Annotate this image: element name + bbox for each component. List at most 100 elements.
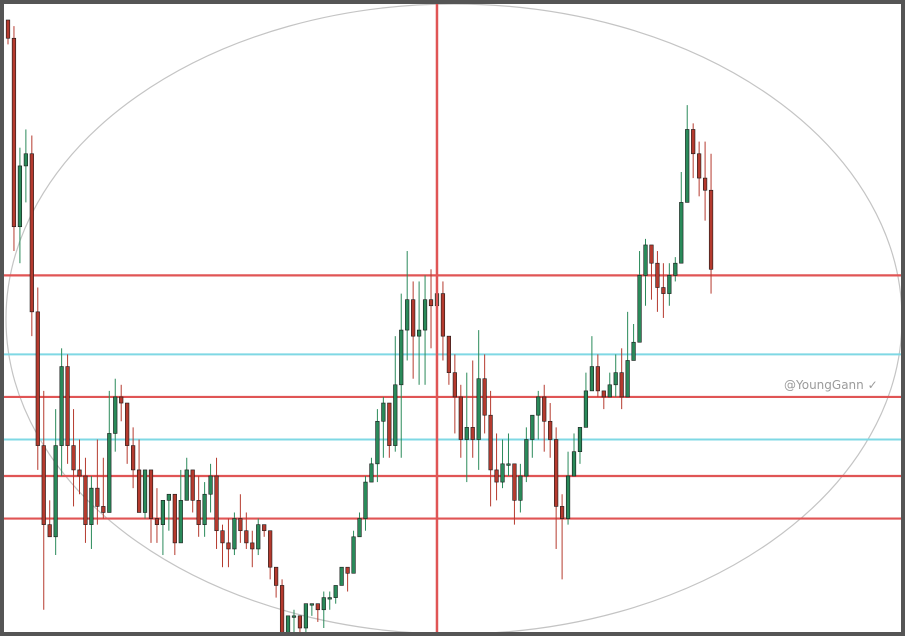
candle	[482, 354, 487, 434]
candle	[35, 287, 40, 470]
candle	[351, 530, 356, 574]
candle-body	[309, 603, 314, 606]
candle	[160, 500, 166, 556]
candle-body	[488, 414, 493, 471]
candle-body	[238, 518, 243, 532]
candle-body	[601, 390, 606, 398]
candle	[506, 433, 511, 476]
candle-body	[685, 129, 690, 203]
candle	[113, 378, 118, 452]
candle-body	[107, 433, 112, 513]
candle-body	[554, 439, 559, 507]
candle-body	[482, 378, 487, 416]
candle-body	[303, 603, 309, 629]
candle	[607, 372, 612, 398]
candle-body	[595, 366, 600, 392]
candle-body	[113, 396, 118, 434]
candle	[357, 512, 362, 538]
candle-body	[417, 329, 422, 337]
candle-body	[649, 244, 654, 264]
candle	[601, 390, 606, 410]
candle-body	[154, 518, 160, 525]
candle	[488, 390, 493, 507]
candle	[309, 603, 314, 616]
candle	[518, 463, 523, 513]
candle-body	[131, 445, 136, 471]
candle	[548, 403, 553, 458]
candle-body	[71, 445, 76, 471]
candle	[327, 591, 332, 610]
candle	[691, 123, 696, 179]
candle-body	[464, 427, 469, 440]
candle	[232, 512, 237, 556]
candle-body	[381, 402, 386, 422]
candle-body	[136, 469, 142, 513]
candle	[565, 451, 571, 525]
candle-body	[202, 493, 207, 525]
candle	[41, 390, 46, 610]
candle-body	[571, 451, 577, 477]
candle-body	[11, 37, 17, 228]
candle-body	[589, 366, 594, 392]
candle-body	[512, 463, 517, 501]
candle	[667, 263, 672, 306]
candle	[619, 348, 624, 410]
candle-body	[53, 445, 58, 538]
candle	[29, 135, 34, 337]
candle-body	[446, 335, 451, 373]
candle	[291, 609, 297, 636]
candle-body	[327, 597, 332, 600]
candle	[208, 463, 213, 513]
candle	[631, 324, 636, 361]
candle-body	[506, 463, 511, 466]
candle-body	[470, 427, 475, 440]
candle-body	[399, 329, 404, 386]
candle-body	[190, 469, 195, 501]
candle-body	[125, 402, 130, 446]
candle-body	[637, 275, 642, 343]
candle-body	[625, 360, 630, 398]
candle	[71, 409, 76, 507]
candle-body	[661, 287, 666, 294]
candle	[17, 147, 23, 264]
candle	[571, 433, 577, 477]
candle	[125, 402, 130, 464]
candle-body	[577, 427, 583, 452]
candle	[238, 494, 243, 543]
candle	[417, 281, 422, 385]
candle	[65, 354, 70, 464]
candle	[494, 433, 499, 501]
candle-body	[256, 524, 261, 550]
candle-body	[232, 518, 237, 550]
candle-body	[321, 597, 326, 611]
candle-body	[35, 311, 40, 446]
candle	[136, 439, 142, 513]
candle-body	[631, 341, 636, 361]
candle-body	[524, 439, 529, 477]
candle	[59, 348, 64, 476]
candle	[178, 469, 183, 544]
candle	[476, 330, 481, 470]
candle-body	[262, 524, 267, 532]
candle-body	[655, 262, 660, 288]
candle-body	[285, 615, 291, 635]
candle	[589, 336, 594, 392]
candle-body	[142, 469, 148, 513]
candle-body	[613, 372, 618, 386]
candle	[363, 476, 368, 531]
candle-body	[178, 500, 183, 544]
candle	[375, 409, 380, 483]
candle-body	[393, 384, 398, 446]
candle-body	[220, 530, 225, 544]
candle	[512, 463, 517, 525]
candle-body	[95, 487, 100, 507]
candle	[256, 518, 261, 556]
candle	[458, 384, 463, 458]
candle-body	[184, 469, 189, 501]
candle	[524, 427, 529, 483]
candle-body	[250, 542, 255, 550]
candle-body	[643, 244, 648, 276]
candle	[387, 402, 392, 458]
